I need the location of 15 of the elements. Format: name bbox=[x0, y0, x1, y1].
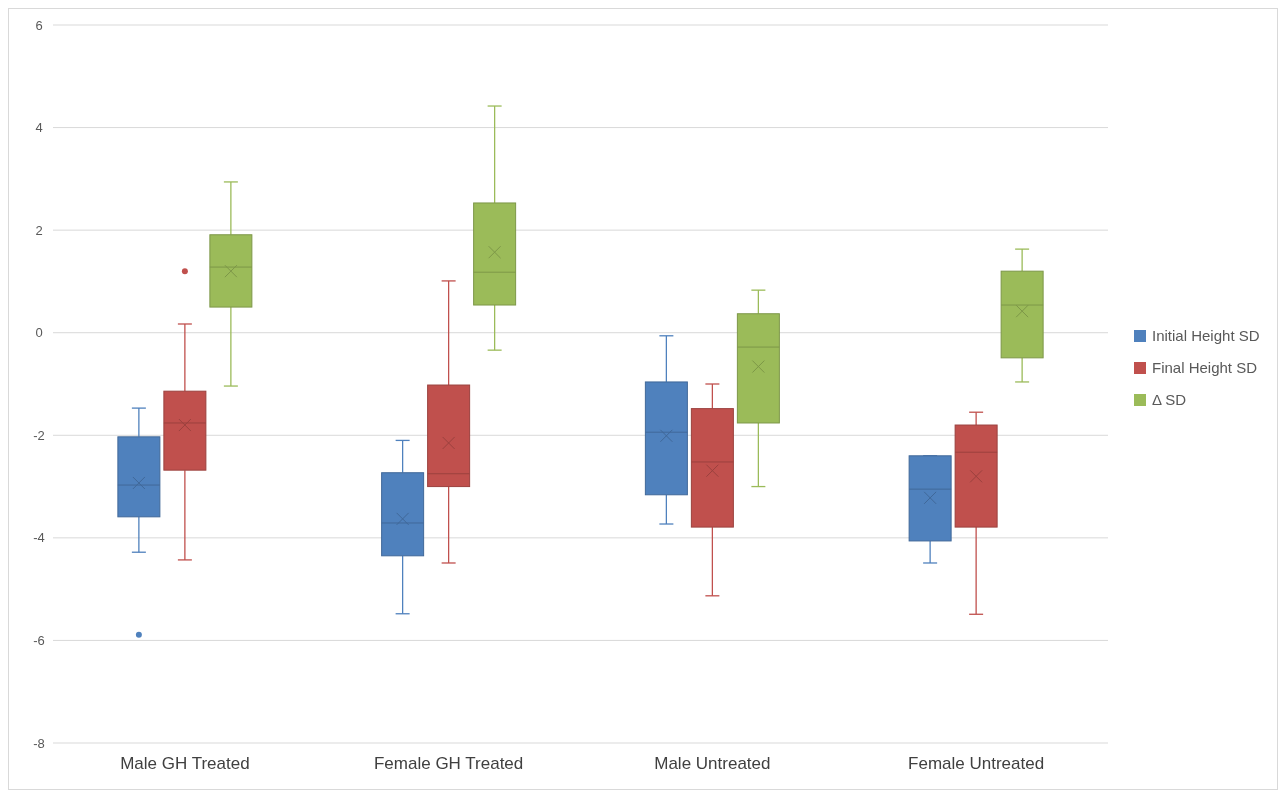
y-tick-label: 2 bbox=[35, 222, 43, 238]
y-tick-label: -2 bbox=[33, 427, 45, 443]
legend-label: Δ SD bbox=[1152, 391, 1187, 409]
y-tick-label: 4 bbox=[35, 120, 43, 136]
legend-label: Final Height SD bbox=[1152, 359, 1258, 377]
x-tick-label: Male Untreated bbox=[654, 754, 771, 773]
y-tick-label: -6 bbox=[33, 632, 45, 648]
x-tick-label: Male GH Treated bbox=[120, 754, 250, 773]
x-tick-label: Female Untreated bbox=[908, 754, 1045, 773]
y-tick-label: 0 bbox=[35, 325, 43, 341]
y-tick-label: -8 bbox=[33, 735, 45, 751]
y-tick-label: -4 bbox=[33, 530, 45, 546]
y-tick-label: 6 bbox=[35, 17, 43, 33]
legend-label: Initial Height SD bbox=[1152, 327, 1260, 345]
x-tick-label: Female GH Treated bbox=[373, 754, 524, 773]
